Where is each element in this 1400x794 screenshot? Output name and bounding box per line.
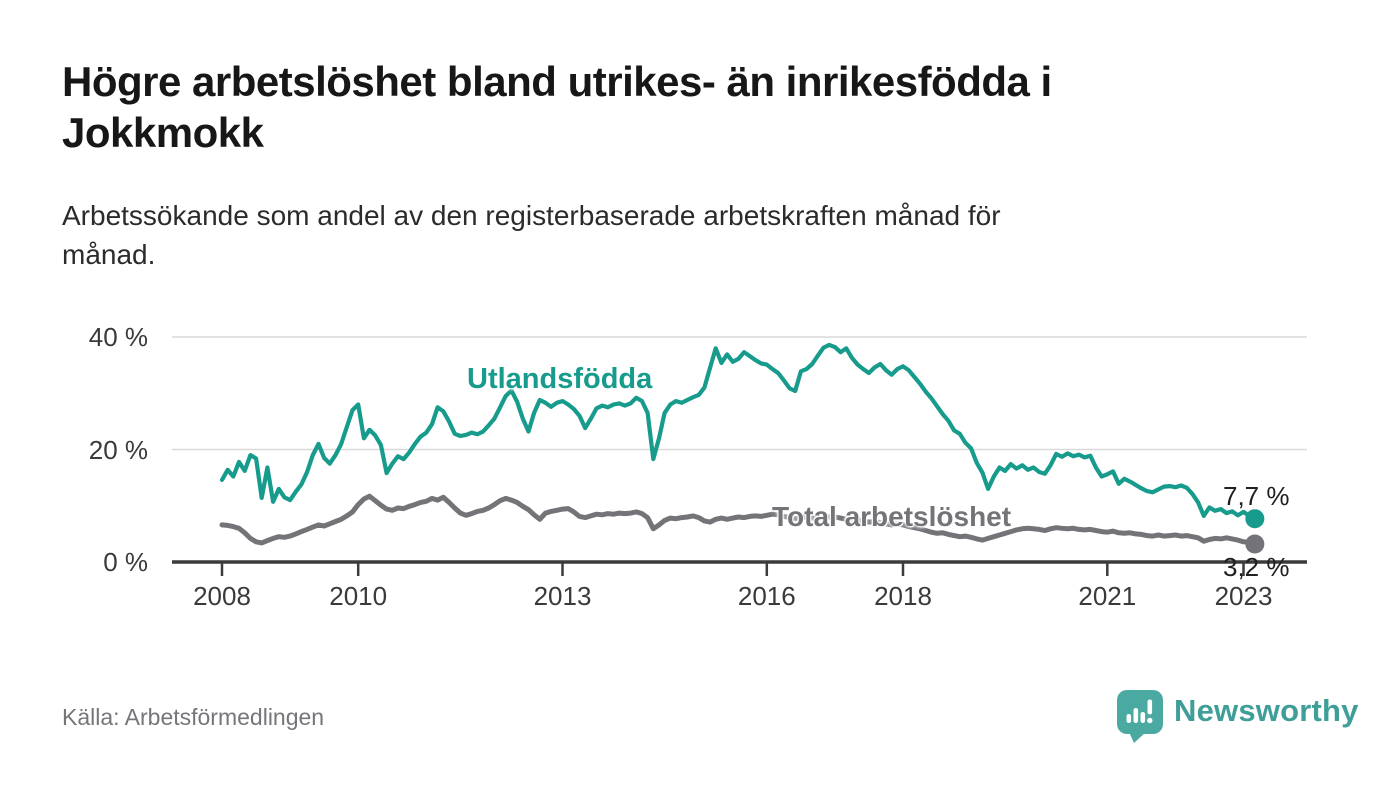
series-end-dot-0 <box>1245 509 1265 529</box>
end-value-label-total: 3,2 % <box>1223 552 1290 582</box>
x-axis-label-2010: 2010 <box>329 581 388 611</box>
x-axis-label-2023: 2023 <box>1214 581 1273 611</box>
page-title: Högre arbetslöshet bland utrikes- än inr… <box>62 56 1362 158</box>
y-axis-label-0: 0 % <box>103 547 148 577</box>
x-axis-label-2008: 2008 <box>193 581 251 611</box>
series-label-total-arbetsloshet: Total arbetslöshet <box>772 501 1012 532</box>
series-line-1 <box>219 493 1258 547</box>
page-title-line1: Högre arbetslöshet bland utrikes- än inr… <box>62 58 1052 105</box>
y-axis-label-40: 40 % <box>88 322 148 352</box>
x-axis-label-2018: 2018 <box>874 581 932 611</box>
x-axis-label-2016: 2016 <box>737 581 796 611</box>
page-title-line2: Jokkmokk <box>62 109 264 156</box>
series-end-dot-1 <box>1245 534 1265 554</box>
newsworthy-speech-bubble-chart-icon <box>1117 690 1163 743</box>
page-subtitle-line2: månad. <box>62 239 156 270</box>
page-subtitle-line1: Arbetssökande som andel av den registerb… <box>62 200 1001 231</box>
x-axis-label-2013: 2013 <box>533 581 592 611</box>
end-value-label-utlandsfodda: 7,7 % <box>1223 481 1290 511</box>
newsworthy-logo-text: Newsworthy <box>1174 693 1359 728</box>
page-subtitle: Arbetssökande som andel av den registerb… <box>62 196 1262 274</box>
x-axis-label-2021: 2021 <box>1078 581 1137 611</box>
series-line-0 <box>219 342 1257 521</box>
y-axis-label-20: 20 % <box>88 434 148 465</box>
newsworthy-logo: Newsworthy <box>1117 690 1359 743</box>
series-label-utlandsfodda: Utlandsfödda <box>467 363 653 395</box>
source-credit: Källa: Arbetsförmedlingen <box>62 704 325 730</box>
